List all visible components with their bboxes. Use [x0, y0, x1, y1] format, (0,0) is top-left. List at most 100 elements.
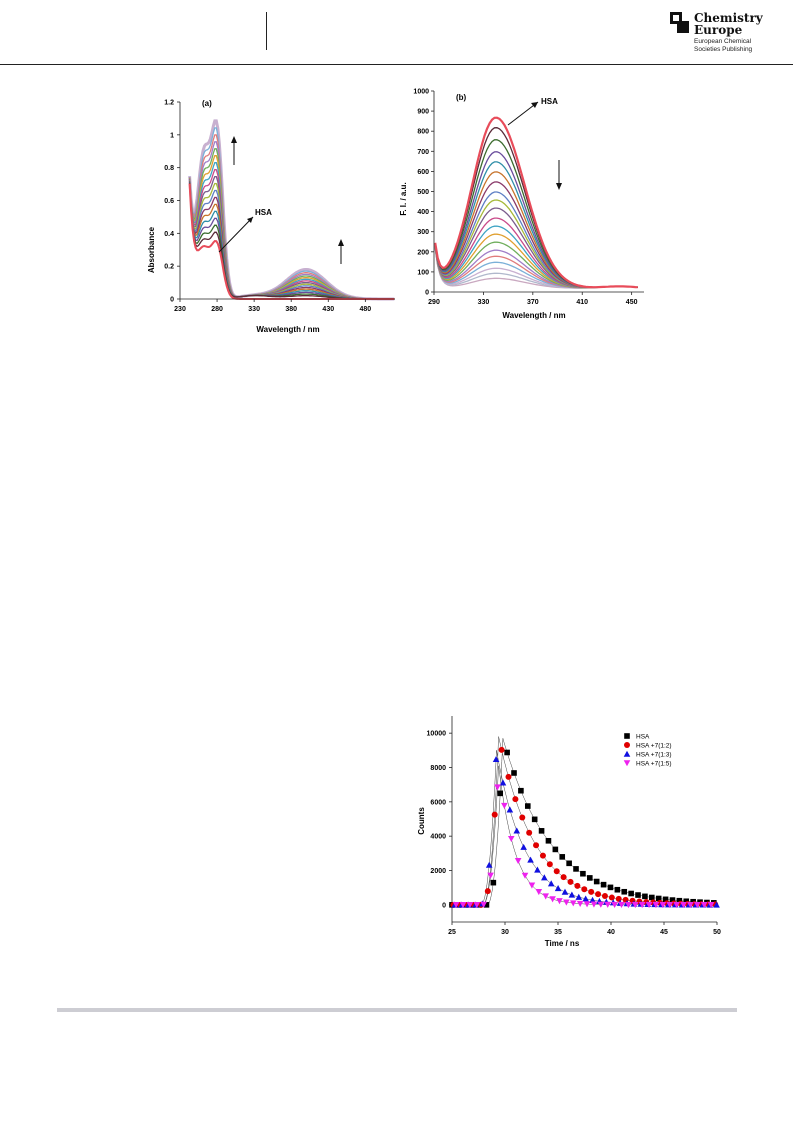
decay-data-point	[527, 856, 534, 863]
decay-data-point	[659, 902, 667, 909]
fl-x-tick-label: 410	[576, 299, 588, 306]
decay-data-point	[549, 896, 556, 903]
decay-chart: 25 30 35 40 45 50 0 2000 4000 6000 8000 10000 HSA HS…	[412, 708, 728, 954]
fl-ylabel: F. I. / a.u.	[399, 182, 408, 215]
decay-data-point	[638, 902, 646, 909]
decay-data-point	[541, 874, 548, 881]
decay-data-point	[483, 902, 490, 908]
decay-data-point	[512, 796, 519, 803]
header-divider	[266, 12, 267, 50]
decay-data-point	[707, 902, 715, 909]
decay-data-point	[526, 829, 533, 836]
decay-data-point	[518, 787, 524, 794]
decay-data-point	[524, 803, 531, 809]
decay-data-point	[521, 872, 529, 879]
decay-legend-label: HSA +7(1:3)	[636, 752, 672, 759]
decay-data-point	[676, 897, 683, 904]
decay-data-point	[611, 901, 618, 908]
decay-fits	[452, 736, 716, 906]
decay-data-point	[576, 900, 584, 907]
uv-hsa-arrow-head	[247, 217, 253, 223]
decay-data-point	[466, 902, 474, 909]
decay-data-point	[507, 835, 515, 843]
decay-data-point	[600, 881, 607, 888]
decay-data-point	[589, 896, 596, 903]
decay-data-point	[583, 901, 591, 908]
decay-data-point	[573, 866, 579, 872]
fl-x-tick-label: 290	[428, 299, 440, 306]
uv-x-tick-label: 280	[211, 306, 223, 313]
fl-hsa-arrow-head	[531, 102, 538, 108]
fluorescence-chart: 290 330 370 410 450 0 100 200 300 400 500 600 700 800…	[398, 82, 653, 327]
decay-data-point	[487, 872, 494, 879]
decay-data-point	[559, 854, 566, 860]
decay-y-tick-label: 10000	[427, 731, 447, 738]
decay-data-point	[567, 878, 574, 885]
uv-x-tick-label: 430	[322, 306, 334, 313]
decay-data-point	[473, 902, 481, 909]
decay-xlabel: Time / ns	[545, 939, 580, 948]
decay-data-point	[501, 802, 508, 809]
decay-data-point	[511, 770, 517, 776]
decay-data-point	[582, 895, 589, 902]
uv-y-tick-label: 1.2	[164, 100, 174, 107]
fl-axes: 290 330 370 410 450 0 100 200 300 400 500 600 700 800…	[413, 89, 644, 306]
uv-x-tick-label: 330	[248, 306, 260, 313]
decay-data-point	[593, 878, 600, 885]
decay-data-point	[534, 866, 541, 873]
uv-y-tick-label: 0.4	[164, 231, 174, 238]
decay-data-point	[553, 868, 560, 875]
decay-data-point	[566, 860, 572, 867]
decay-data-point	[484, 888, 491, 895]
fl-panel-label: (b)	[456, 93, 467, 102]
decay-data-point	[520, 843, 527, 850]
decay-data-point	[519, 814, 526, 821]
decay-data-point	[588, 888, 595, 895]
decay-x-tick-label: 40	[607, 929, 615, 936]
decay-data-point	[504, 749, 510, 756]
decay-data-point	[713, 901, 720, 908]
decay-legend-label: HSA +7(1:2)	[636, 743, 672, 750]
decay-data-point	[614, 886, 621, 893]
decay-data-point	[574, 882, 581, 889]
decay-data-point	[491, 811, 498, 818]
fl-y-tick-label: 400	[417, 209, 429, 216]
decay-data-point	[494, 784, 501, 791]
fl-series-line	[434, 116, 638, 289]
uv-y-tick-label: 0.6	[164, 198, 174, 205]
decay-data-point	[687, 902, 694, 909]
decay-ylabel: Counts	[417, 807, 426, 835]
decay-legend: HSA HSA +7(1:2) HSA +7(1:3) HSA +7(1:5)	[623, 733, 672, 768]
decay-data-point	[513, 827, 521, 834]
uv-y-tick-label: 0.8	[164, 165, 174, 172]
decay-data-point	[635, 892, 641, 898]
fl-x-tick-label: 450	[626, 299, 638, 306]
decay-data-point	[607, 884, 614, 891]
fl-y-tick-label: 1000	[413, 89, 429, 96]
decay-data-point	[492, 755, 500, 763]
brand-name: Chemistry Europe	[694, 12, 763, 36]
decay-data-point	[655, 895, 662, 902]
brand-sub-line-2: Societies Publishing	[694, 46, 753, 53]
decay-data-point	[545, 837, 552, 844]
decay-fit-line	[452, 736, 716, 906]
fl-y-tick-label: 700	[417, 149, 429, 156]
decay-x-tick-label: 25	[448, 929, 456, 936]
fl-down-arrow	[556, 160, 562, 190]
fl-y-tick-label: 600	[417, 169, 429, 176]
decay-data-point	[452, 902, 460, 909]
decay-data-point	[590, 901, 598, 908]
decay-data-point	[546, 861, 553, 868]
uv-ylabel: Absorbance	[147, 226, 156, 273]
decay-points	[449, 746, 720, 909]
decay-axes: 25 30 35 40 45 50 0 2000 4000 6000 8000 10000	[427, 716, 721, 936]
decay-data-point	[580, 870, 586, 877]
decay-data-point	[561, 888, 569, 895]
decay-data-point	[542, 893, 550, 900]
decay-y-tick-label: 4000	[430, 834, 446, 841]
decay-data-point	[499, 779, 507, 786]
decay-data-point	[498, 746, 505, 753]
fl-xlabel: Wavelength / nm	[502, 311, 565, 320]
decay-data-point	[480, 901, 487, 908]
